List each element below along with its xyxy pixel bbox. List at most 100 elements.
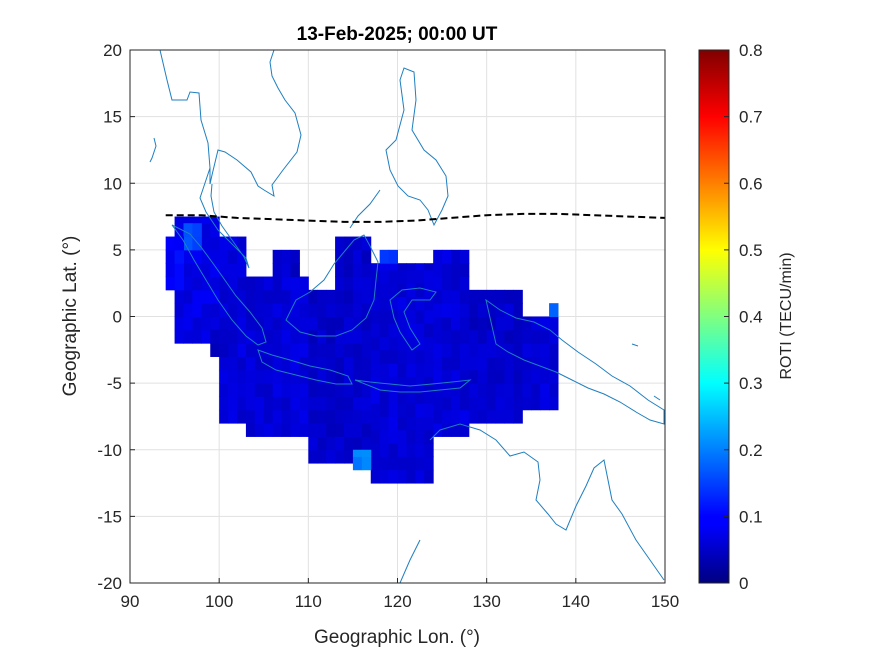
- roti-cell: [549, 356, 559, 371]
- roti-cell: [468, 303, 479, 317]
- roti-cell: [495, 409, 505, 424]
- roti-cell: [263, 409, 274, 424]
- roti-cell: [495, 369, 505, 384]
- roti-cell: [531, 396, 541, 411]
- roti-cell: [424, 429, 434, 444]
- roti-cell: [549, 383, 559, 397]
- roti-cell: [344, 356, 354, 371]
- roti-cell: [442, 263, 452, 278]
- roti-cell: [317, 409, 327, 424]
- roti-cell: [370, 403, 381, 417]
- roti-cell: [272, 329, 283, 344]
- roti-cell: [344, 276, 354, 291]
- roti-cell: [174, 223, 184, 238]
- roti-cell: [459, 396, 470, 411]
- roti-cell: [290, 356, 300, 371]
- roti-cell: [397, 269, 407, 284]
- roti-cell: [308, 369, 318, 384]
- roti-cell: [442, 409, 452, 424]
- roti-cell: [415, 429, 425, 444]
- roti-cell: [433, 356, 443, 371]
- roti-cell: [245, 356, 256, 371]
- roti-cell: [522, 356, 532, 371]
- roti-cell: [370, 263, 381, 271]
- roti-cell: [477, 369, 488, 384]
- roti-cell: [344, 396, 354, 411]
- roti-cell: [317, 449, 327, 464]
- roti-cell: [504, 396, 514, 411]
- roti-cell: [459, 329, 470, 344]
- roti-cell: [379, 456, 390, 471]
- roti-cell: [308, 356, 318, 371]
- roti-cell: [326, 329, 336, 344]
- roti-cell: [228, 303, 238, 317]
- roti-cell: [210, 276, 220, 291]
- roti-cell: [397, 429, 407, 444]
- roti-cell: [272, 369, 283, 384]
- roti-cell: [210, 223, 220, 238]
- roti-cell: [370, 376, 381, 391]
- roti-cell: [326, 449, 336, 464]
- roti-cell: [477, 383, 488, 397]
- roti-cell: [272, 263, 283, 278]
- roti-cell: [192, 316, 202, 331]
- roti-cell: [406, 376, 416, 391]
- roti-cell: [335, 449, 345, 464]
- roti-cell: [406, 429, 416, 444]
- roti-cell: [379, 349, 390, 364]
- roti-cell: [326, 303, 336, 317]
- roti-cell: [370, 309, 381, 324]
- roti-cell: [477, 396, 488, 411]
- roti-cell: [326, 409, 336, 424]
- roti-cell: [335, 409, 345, 424]
- roti-cell: [183, 316, 193, 331]
- roti-cell: [459, 369, 470, 384]
- roti-cell: [379, 283, 390, 298]
- y-tick-label: -15: [97, 507, 122, 526]
- roti-cell: [210, 329, 220, 344]
- roti-cell: [442, 276, 452, 291]
- roti-cell: [299, 343, 309, 357]
- roti-cell: [513, 396, 523, 411]
- roti-cell: [522, 383, 532, 397]
- roti-cell: [361, 383, 372, 397]
- x-tick-label: 100: [205, 592, 233, 611]
- colorbar-tick-label: 0.2: [739, 441, 763, 460]
- roti-cell: [504, 316, 514, 331]
- roti-cell: [397, 296, 407, 311]
- roti-cell: [495, 289, 505, 304]
- roti-cell: [174, 249, 184, 264]
- roti-cell: [451, 289, 461, 304]
- roti-cell: [237, 409, 247, 424]
- roti-cell: [370, 269, 381, 284]
- colorbar-tick-label: 0.6: [739, 174, 763, 193]
- roti-cell: [237, 343, 247, 357]
- roti-cell: [459, 249, 470, 264]
- roti-cell: [290, 343, 300, 357]
- roti-cell: [433, 249, 443, 264]
- roti-cell: [495, 343, 505, 357]
- x-axis-ticks: 90 100 110 120 130 140 150: [121, 578, 679, 611]
- roti-cell: [451, 316, 461, 331]
- roti-cell: [237, 249, 247, 264]
- roti-cell: [237, 396, 247, 411]
- roti-cell: [317, 343, 327, 357]
- roti-cell: [442, 369, 452, 384]
- roti-cell: [281, 329, 291, 344]
- roti-cell: [406, 269, 416, 284]
- roti-data-cells: [165, 216, 559, 484]
- roti-cell: [192, 236, 202, 251]
- roti-cell: [397, 263, 407, 271]
- roti-cell: [174, 289, 184, 304]
- roti-cell: [415, 469, 425, 484]
- roti-cell: [433, 263, 443, 278]
- roti-cell: [442, 289, 452, 304]
- roti-cell: [388, 323, 398, 337]
- roti-cell: [219, 303, 229, 317]
- roti-cell: [424, 269, 434, 284]
- roti-cell: [263, 423, 274, 437]
- roti-cell: [406, 296, 416, 311]
- roti-cell: [513, 303, 523, 317]
- roti-cell: [477, 356, 488, 371]
- roti-cell: [549, 316, 559, 331]
